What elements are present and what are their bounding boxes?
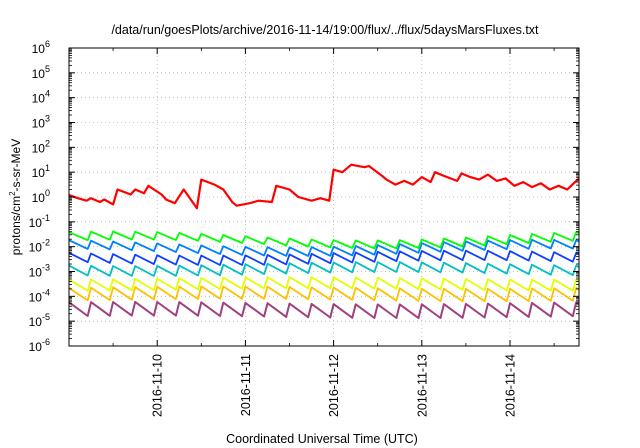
series-line-6 bbox=[69, 285, 579, 303]
y-label-rest: -s-sr-MeV bbox=[9, 139, 23, 192]
y-axis: 10-6 10-5 10-4 10-3 10-2 10-1 100 101 102 103 104 1… bbox=[29, 39, 579, 354]
series-line-3 bbox=[69, 249, 579, 266]
y-tick-label: 10-6 bbox=[29, 337, 50, 354]
x-tick-label: 2016-11-11 bbox=[239, 354, 253, 416]
y-label-sup: 2 bbox=[8, 191, 17, 196]
x-tick-label: 2016-11-13 bbox=[415, 354, 429, 417]
y-tick-label: 10-2 bbox=[29, 238, 50, 255]
x-axis-label: Coordinated Universal Time (UTC) bbox=[226, 432, 418, 446]
y-axis-label: protons/cm2-s-sr-MeV bbox=[8, 139, 23, 255]
series-line-1 bbox=[69, 230, 579, 250]
y-tick-label: 106 bbox=[32, 39, 50, 56]
chart-title: /data/run/goesPlots/archive/2016-11-14/1… bbox=[111, 23, 539, 37]
y-tick-label: 105 bbox=[32, 64, 50, 81]
grid-lines bbox=[69, 48, 579, 346]
y-tick-label: 10-4 bbox=[29, 287, 50, 304]
series-line-2 bbox=[69, 238, 579, 257]
x-tick-label: 2016-11-10 bbox=[151, 354, 165, 417]
series-line-0 bbox=[69, 163, 579, 210]
x-axis: 2016-11-10 2016-11-11 2016-11-12 2016-11-13… bbox=[112, 48, 555, 417]
y-label-base: protons/cm bbox=[9, 196, 23, 255]
y-tick-label: 100 bbox=[32, 188, 50, 205]
x-tick-label: 2016-11-12 bbox=[327, 354, 341, 417]
y-tick-label: 101 bbox=[32, 163, 50, 180]
x-tick-label: 2016-11-14 bbox=[504, 354, 518, 417]
y-tick-label: 10-5 bbox=[29, 312, 50, 329]
y-tick-label: 104 bbox=[32, 89, 50, 106]
series-line-4 bbox=[69, 261, 579, 277]
series-line-5 bbox=[69, 276, 579, 292]
y-tick-label: 10-3 bbox=[29, 263, 50, 280]
y-tick-label: 10-1 bbox=[29, 213, 50, 230]
series-line-7 bbox=[69, 300, 579, 320]
data-series bbox=[69, 163, 579, 320]
y-tick-label: 103 bbox=[32, 114, 50, 131]
y-tick-label: 102 bbox=[32, 138, 50, 155]
